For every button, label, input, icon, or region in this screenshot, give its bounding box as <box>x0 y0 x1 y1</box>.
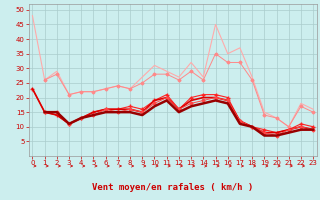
X-axis label: Vent moyen/en rafales ( km/h ): Vent moyen/en rafales ( km/h ) <box>92 183 253 192</box>
